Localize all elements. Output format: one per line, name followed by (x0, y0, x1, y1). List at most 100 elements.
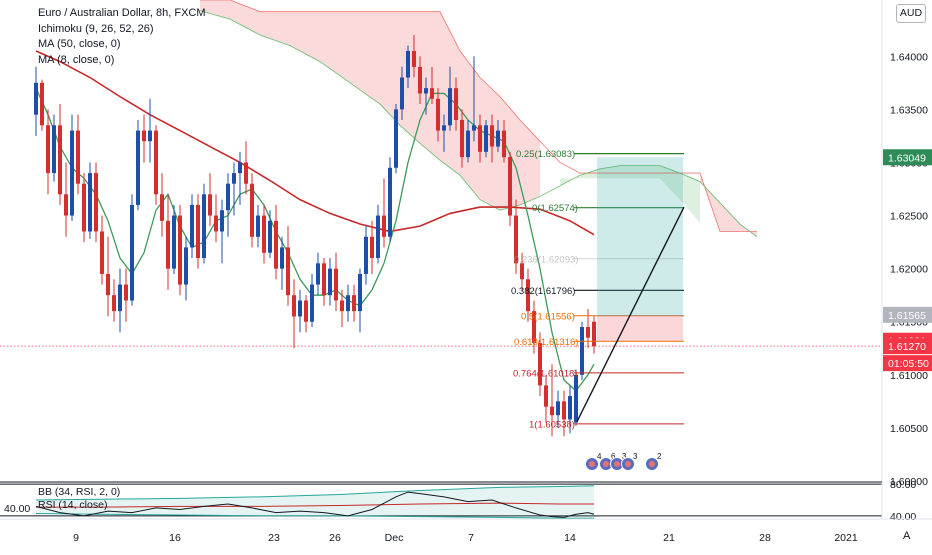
candle (388, 157, 392, 243)
candle (346, 284, 350, 322)
candle (130, 194, 134, 306)
event-count-label: 3 (633, 452, 638, 461)
candle (280, 236, 284, 290)
osc-y-tick-label: 40.00 (890, 511, 916, 523)
x-tick-label: 23 (268, 532, 280, 544)
candle-body (118, 284, 122, 312)
candle (124, 268, 128, 322)
candle-body (442, 125, 446, 131)
candle-body (418, 66, 422, 94)
candle-body (556, 401, 560, 416)
candle-body (166, 220, 170, 269)
candle (442, 114, 446, 152)
candle-body (256, 215, 260, 237)
candle (544, 374, 548, 423)
candle (88, 162, 92, 239)
candle (364, 226, 368, 285)
candle-body (580, 327, 584, 375)
y-tick-label: 1.60500 (890, 423, 928, 435)
event-marker[interactable]: 4 (585, 452, 603, 471)
candle (586, 308, 590, 349)
candle (508, 151, 512, 227)
candle-body (532, 311, 536, 343)
candle (466, 119, 470, 163)
candle-body (214, 215, 218, 232)
candle (334, 252, 338, 312)
candle (40, 79, 44, 131)
event-marker[interactable]: 3 (621, 452, 639, 471)
candle-body (292, 295, 296, 317)
y-tick-label: 1.62000 (890, 264, 928, 276)
legend-rsi[interactable]: RSI (14, close) (38, 499, 108, 511)
ma50-line (35, 50, 595, 236)
event-count-label: 6 (611, 452, 616, 461)
candle (406, 45, 410, 89)
event-icon-dot (614, 461, 620, 467)
fib-level-label: 0(1.62574) (532, 203, 578, 214)
y-tick-label: 1.60000 (890, 476, 928, 488)
candle-body (508, 157, 512, 216)
candle-body (82, 183, 86, 232)
candle (142, 114, 146, 163)
candle-body (340, 300, 344, 312)
candle-body (430, 88, 434, 99)
candle-body (232, 173, 236, 184)
candle (502, 119, 506, 163)
candle (514, 199, 518, 274)
event-count-label: 3 (622, 452, 627, 461)
legend-ma8[interactable]: MA (8, close, 0) (38, 53, 115, 66)
x-tick-label: Dec (385, 532, 404, 544)
candle-body (250, 183, 254, 237)
candle (262, 204, 266, 264)
event-marker[interactable]: 2 (645, 452, 663, 471)
y-tick-label: 1.61000 (890, 370, 928, 382)
candle-body (358, 273, 362, 312)
symbol-title[interactable]: Euro / Australian Dollar, 8h, FXCM (38, 7, 206, 19)
candle-body (64, 194, 68, 216)
candle (208, 173, 212, 227)
candle-body (208, 194, 212, 216)
candle-body (196, 204, 200, 259)
price-axis-label-box (883, 149, 932, 166)
kumo-bearish (200, 0, 540, 211)
candle (34, 66, 38, 136)
rsi-line (35, 491, 595, 518)
candle-body (388, 167, 392, 237)
candle (418, 56, 422, 105)
candle (286, 226, 290, 306)
candle-body (478, 125, 482, 152)
auto-scale-button[interactable]: A (903, 530, 911, 542)
candle (430, 66, 434, 105)
candle (112, 279, 116, 322)
candle-body (46, 125, 50, 174)
x-tick-label: 26 (329, 532, 341, 544)
candle-body (40, 82, 44, 126)
candle (532, 300, 536, 354)
bb-upper (35, 485, 595, 501)
candle-body (376, 215, 380, 259)
oscillator-left-value: 40.00 (4, 503, 31, 515)
currency-button[interactable]: AUD (896, 4, 926, 23)
candle-body (178, 215, 182, 285)
candle (166, 194, 170, 290)
candle-body (472, 125, 476, 131)
legend-ma50[interactable]: MA (50, close, 0) (38, 38, 121, 50)
event-marker[interactable]: 6 (599, 452, 617, 471)
fib-level-label: 0.5(1.61556) (521, 311, 575, 322)
event-marker[interactable]: 3 (610, 452, 628, 471)
event-icon-dot (603, 461, 609, 467)
candle (178, 204, 182, 296)
candle (64, 162, 68, 237)
candle (58, 104, 62, 205)
candle-body (586, 327, 590, 338)
candle-body (298, 300, 302, 317)
legend-bb[interactable]: BB (34, RSI, 2, 0) (38, 486, 121, 498)
candle-body (286, 247, 290, 296)
candle (358, 268, 362, 333)
candle (400, 66, 404, 120)
candle-body (262, 215, 266, 253)
legend-ichimoku[interactable]: Ichimoku (9, 26, 52, 26) (38, 22, 154, 35)
candle (328, 258, 332, 306)
candle (550, 364, 554, 437)
